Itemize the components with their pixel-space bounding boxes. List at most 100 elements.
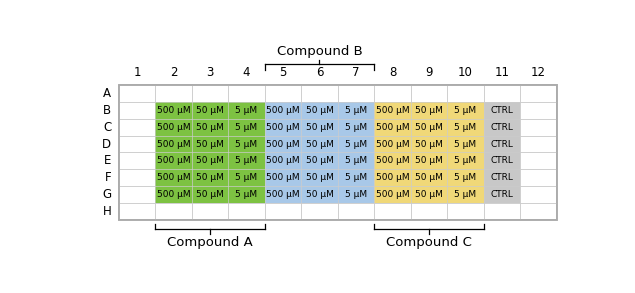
Text: 50 μM: 50 μM (415, 122, 443, 132)
Bar (228, 169, 265, 186)
Text: 1: 1 (133, 66, 141, 79)
Text: 5 μM: 5 μM (236, 139, 258, 149)
Text: 5 μM: 5 μM (455, 156, 476, 166)
Text: 5 μM: 5 μM (345, 173, 367, 182)
Bar (192, 102, 228, 119)
Bar (192, 152, 228, 169)
Text: 500 μM: 500 μM (157, 106, 190, 115)
Text: 5 μM: 5 μM (345, 139, 367, 149)
Text: CTRL: CTRL (491, 139, 514, 149)
Text: 500 μM: 500 μM (157, 190, 190, 199)
Text: 5 μM: 5 μM (455, 139, 476, 149)
Text: 5 μM: 5 μM (236, 122, 258, 132)
Bar (484, 119, 520, 136)
Text: 9: 9 (425, 66, 432, 79)
Text: 11: 11 (495, 66, 509, 79)
Bar (484, 102, 520, 119)
Text: 50 μM: 50 μM (196, 139, 224, 149)
Text: 500 μM: 500 μM (266, 156, 300, 166)
Text: 4: 4 (243, 66, 250, 79)
Text: G: G (102, 188, 111, 201)
Text: CTRL: CTRL (491, 173, 514, 182)
Text: B: B (104, 104, 111, 117)
Text: 50 μM: 50 μM (415, 106, 443, 115)
Bar (447, 186, 484, 203)
Bar (265, 102, 301, 119)
Bar (301, 169, 338, 186)
Bar (265, 119, 301, 136)
Bar (411, 169, 447, 186)
Text: 5: 5 (279, 66, 286, 79)
Text: 5 μM: 5 μM (345, 156, 367, 166)
Text: C: C (103, 121, 111, 134)
Bar (265, 136, 301, 152)
Bar (301, 119, 338, 136)
Text: 10: 10 (458, 66, 473, 79)
Bar (155, 169, 192, 186)
Text: 5 μM: 5 μM (455, 190, 476, 199)
Text: 500 μM: 500 μM (376, 173, 410, 182)
Text: E: E (104, 154, 111, 167)
Bar (301, 152, 338, 169)
Text: 500 μM: 500 μM (376, 122, 410, 132)
Text: CTRL: CTRL (491, 190, 514, 199)
Text: 50 μM: 50 μM (415, 139, 443, 149)
Bar (447, 152, 484, 169)
Bar (228, 136, 265, 152)
Bar (411, 152, 447, 169)
Text: 500 μM: 500 μM (266, 106, 300, 115)
Text: 50 μM: 50 μM (415, 190, 443, 199)
Bar (447, 119, 484, 136)
Text: 500 μM: 500 μM (376, 190, 410, 199)
Bar (374, 119, 411, 136)
Text: 500 μM: 500 μM (157, 173, 190, 182)
Bar (265, 186, 301, 203)
Bar (301, 102, 338, 119)
Bar (265, 152, 301, 169)
Text: 50 μM: 50 μM (196, 190, 224, 199)
Text: 50 μM: 50 μM (305, 122, 333, 132)
Text: 500 μM: 500 μM (376, 156, 410, 166)
Text: 50 μM: 50 μM (196, 156, 224, 166)
Bar (374, 136, 411, 152)
Bar (338, 102, 374, 119)
Bar (411, 102, 447, 119)
Text: 5 μM: 5 μM (236, 190, 258, 199)
Text: 500 μM: 500 μM (157, 139, 190, 149)
Bar (119, 85, 557, 220)
Text: 12: 12 (531, 66, 546, 79)
Bar (338, 152, 374, 169)
Bar (447, 102, 484, 119)
Bar (374, 102, 411, 119)
Text: 50 μM: 50 μM (415, 156, 443, 166)
Text: 500 μM: 500 μM (266, 139, 300, 149)
Text: F: F (105, 171, 111, 184)
Bar (301, 136, 338, 152)
Bar (338, 186, 374, 203)
Text: 5 μM: 5 μM (236, 106, 258, 115)
Text: 500 μM: 500 μM (266, 190, 300, 199)
Bar (192, 119, 228, 136)
Text: CTRL: CTRL (491, 156, 514, 166)
Bar (192, 136, 228, 152)
Text: 50 μM: 50 μM (305, 106, 333, 115)
Text: 500 μM: 500 μM (157, 156, 190, 166)
Text: 500 μM: 500 μM (376, 139, 410, 149)
Bar (155, 119, 192, 136)
Bar (484, 169, 520, 186)
Text: 6: 6 (316, 66, 323, 79)
Bar (119, 85, 557, 220)
Text: 500 μM: 500 μM (266, 173, 300, 182)
Text: 50 μM: 50 μM (196, 173, 224, 182)
Text: 500 μM: 500 μM (376, 106, 410, 115)
Bar (228, 102, 265, 119)
Bar (411, 119, 447, 136)
Text: 5 μM: 5 μM (455, 122, 476, 132)
Text: Compound B: Compound B (277, 45, 363, 58)
Text: 50 μM: 50 μM (196, 122, 224, 132)
Text: A: A (104, 87, 111, 100)
Text: 3: 3 (206, 66, 214, 79)
Bar (411, 186, 447, 203)
Text: 50 μM: 50 μM (305, 173, 333, 182)
Text: 5 μM: 5 μM (345, 122, 367, 132)
